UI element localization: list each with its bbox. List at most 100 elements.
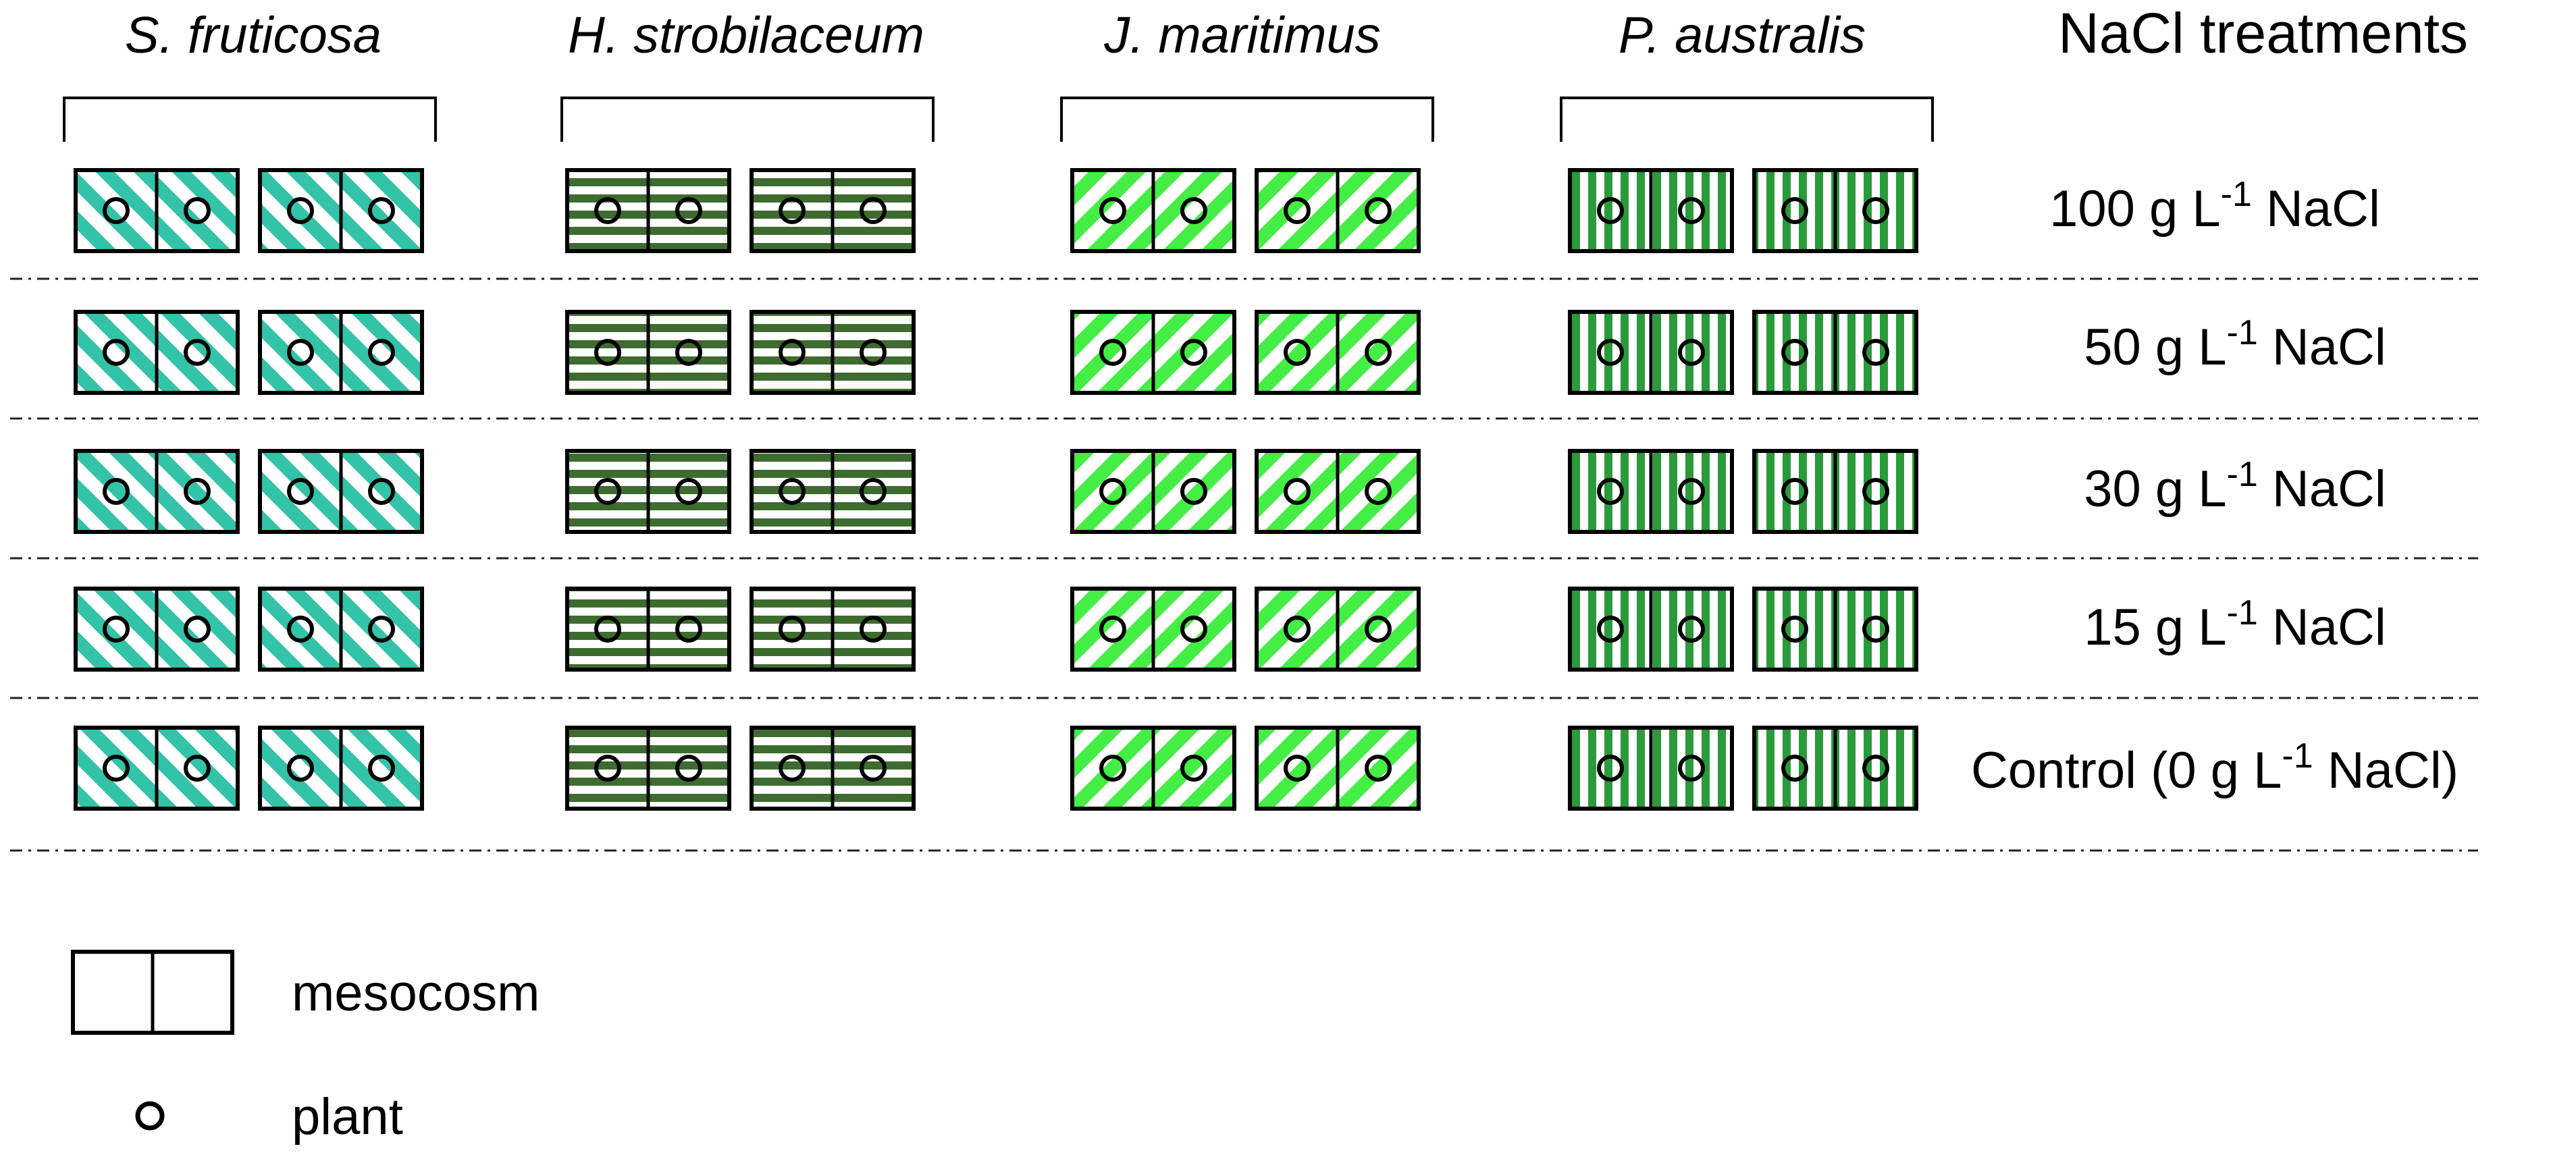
treatment-label-main: Control (0 g L (1971, 742, 2282, 799)
plant-marker (1180, 616, 1207, 643)
plant-marker (287, 197, 314, 224)
plant-marker (1781, 197, 1808, 224)
plant-marker (779, 616, 806, 643)
treatment-label-unit: NaCl) (2313, 742, 2459, 799)
treatment-label: 15 g L-1 NaCl (2084, 593, 2386, 656)
mesocosm (1752, 168, 1918, 253)
mesocosm (1568, 310, 1734, 395)
mesocosm (74, 726, 240, 811)
plant-marker (287, 478, 314, 505)
plant-marker (184, 478, 211, 505)
mesocosm (1568, 168, 1734, 253)
plant-marker (675, 197, 702, 224)
plant-marker (1678, 339, 1705, 366)
plant-marker (675, 616, 702, 643)
legend: mesocosm plant (71, 950, 540, 1145)
mesocosm (750, 310, 916, 395)
mesocosm (258, 587, 424, 672)
plant-marker (103, 755, 130, 782)
plant-marker (1284, 339, 1311, 366)
plant-marker (675, 478, 702, 505)
mesocosm (565, 449, 731, 534)
plant-marker (1284, 197, 1311, 224)
mesocosm (1568, 587, 1734, 672)
plant-marker (184, 339, 211, 366)
species-bracket (63, 97, 437, 142)
plant-marker (184, 197, 211, 224)
plant-marker (779, 339, 806, 366)
mesocosm (258, 310, 424, 395)
plant-marker (103, 197, 130, 224)
plant-marker (1597, 478, 1624, 505)
mesocosm (1568, 726, 1734, 811)
treatment-label-main: 50 g L (2084, 319, 2226, 376)
plant-marker (1099, 616, 1126, 643)
mesocosm (1070, 168, 1236, 253)
plant-marker (594, 755, 621, 782)
treatment-label: Control (0 g L-1 NaCl) (1971, 736, 2459, 799)
mesocosm (1070, 587, 1236, 672)
mesocosm (750, 587, 916, 672)
plant-marker (1365, 755, 1392, 782)
plant-marker (368, 478, 395, 505)
mesocosm (750, 168, 916, 253)
plant-marker (1678, 616, 1705, 643)
plant-marker (1678, 755, 1705, 782)
plant-marker (779, 478, 806, 505)
plant-marker (1180, 197, 1207, 224)
mesocosm (1070, 449, 1236, 534)
treatment-label-unit: NaCl (2258, 460, 2386, 518)
plant-marker (1781, 755, 1808, 782)
plant-marker (1284, 478, 1311, 505)
treatments-header: NaCl treatments (2058, 1, 2468, 65)
mesocosm-grid (74, 168, 1918, 811)
mesocosm (1752, 449, 1918, 534)
plant-marker (184, 616, 211, 643)
treatment-label-exponent: -1 (2227, 593, 2258, 632)
treatment-label-exponent: -1 (2227, 455, 2258, 494)
plant-marker (103, 616, 130, 643)
treatment-label-main: 30 g L (2084, 460, 2226, 518)
treatment-label-unit: NaCl (2258, 599, 2386, 656)
mesocosm (565, 168, 731, 253)
plant-marker (1862, 616, 1889, 643)
mesocosm (565, 726, 731, 811)
plant-marker (184, 755, 211, 782)
treatment-label-unit: NaCl (2252, 180, 2380, 238)
plant-marker (1099, 339, 1126, 366)
treatment-label-exponent: -1 (2282, 736, 2313, 776)
plant-marker (1365, 616, 1392, 643)
plant-marker (1180, 478, 1207, 505)
plant-marker (1678, 197, 1705, 224)
species-bracket (1560, 97, 1934, 142)
plant-marker (103, 339, 130, 366)
plant-marker (1365, 478, 1392, 505)
plant-marker (594, 339, 621, 366)
mesocosm (750, 449, 916, 534)
plant-marker (287, 755, 314, 782)
plant-marker (1678, 478, 1705, 505)
treatment-label-unit: NaCl (2258, 319, 2386, 376)
mesocosm (258, 168, 424, 253)
plant-marker (1365, 197, 1392, 224)
mesocosm (1070, 726, 1236, 811)
plant-marker (1862, 197, 1889, 224)
mesocosm (1255, 449, 1421, 534)
mesocosm (74, 310, 240, 395)
plant-marker (594, 197, 621, 224)
plant-marker (1284, 616, 1311, 643)
plant-marker (103, 478, 130, 505)
mesocosm (565, 587, 731, 672)
mesocosm (258, 449, 424, 534)
plant-marker (675, 339, 702, 366)
legend-plant-symbol (135, 1101, 165, 1131)
legend-plant-label: plant (292, 1088, 403, 1145)
plant-marker (1099, 478, 1126, 505)
plant-marker (860, 616, 887, 643)
plant-marker (779, 755, 806, 782)
mesocosm (750, 726, 916, 811)
treatment-label-main: 100 g L (2049, 180, 2221, 238)
plant-marker (860, 339, 887, 366)
plant-marker (860, 755, 887, 782)
